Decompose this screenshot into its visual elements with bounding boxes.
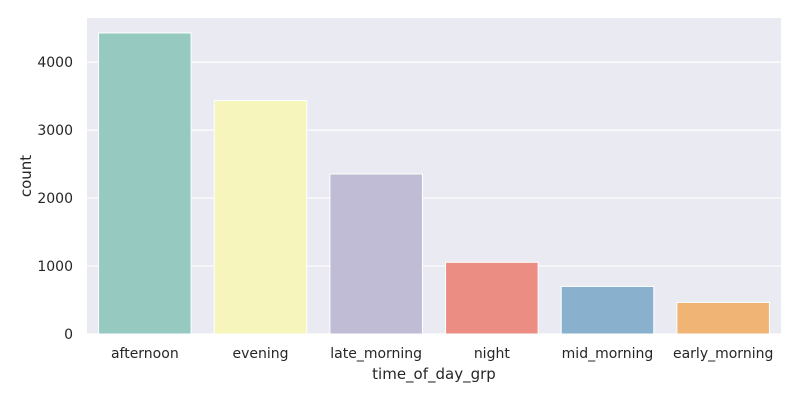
x-tick-label: early_morning (673, 346, 773, 362)
x-tick-label: mid_morning (562, 346, 654, 362)
y-tick-label: 3000 (37, 123, 73, 139)
x-tick-label: afternoon (111, 346, 179, 362)
x-tick-label: late_morning (330, 346, 422, 362)
bar-night (445, 261, 539, 335)
x-axis-label: time_of_day_grp (372, 365, 496, 384)
bar-afternoon (98, 32, 192, 335)
bar-mid-morning (560, 285, 655, 335)
x-tick-labels: afternoon evening late_morning night mid_mor… (111, 346, 773, 362)
y-tick-labels: 0 1000 2000 3000 4000 (37, 55, 73, 343)
y-tick-label: 1000 (37, 259, 73, 275)
bar-late-morning (329, 173, 423, 335)
bar-evening (213, 100, 308, 335)
bar-early-morning (676, 301, 770, 335)
y-tick-label: 0 (64, 327, 73, 343)
x-tick-label: night (474, 346, 511, 362)
y-tick-label: 4000 (37, 55, 73, 71)
x-tick-label: evening (232, 346, 288, 362)
y-tick-label: 2000 (37, 191, 73, 207)
grid-lines (87, 61, 781, 335)
bars (98, 32, 770, 335)
plot-background (87, 18, 781, 334)
y-axis-label: count (17, 155, 35, 197)
